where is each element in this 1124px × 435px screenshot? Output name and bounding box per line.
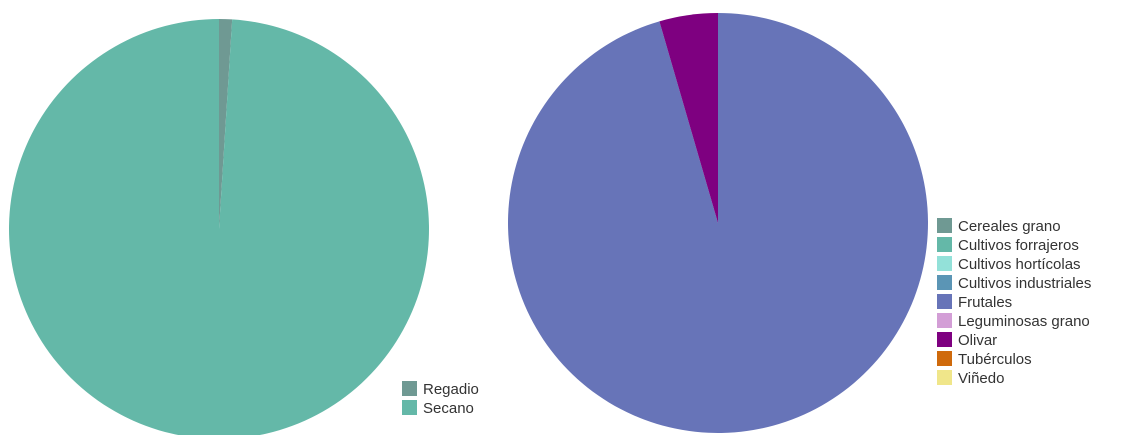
legend-swatch-secano [402,400,417,415]
legend-label-regadio[interactable]: Regadio [423,381,479,398]
pie-chart-irrigation [9,19,429,435]
legend-label-cultivos-forrajeros[interactable]: Cultivos forrajeros [958,237,1079,254]
legend-swatch-olivar [937,332,952,347]
legend-label-olivar[interactable]: Olivar [958,332,997,349]
legend-label-tuberculos[interactable]: Tubérculos [958,351,1032,368]
legend-swatch-cultivos-horticolas [937,256,952,271]
pie-slice-frutales[interactable] [508,13,928,434]
legend-label-cultivos-industriales[interactable]: Cultivos industriales [958,275,1091,292]
legend-swatch-tuberculos [937,351,952,366]
legend-crops: Cereales grano Cultivos forrajeros Cultivo… [937,218,1091,387]
legend-swatch-leguminosas-grano [937,313,952,328]
legend-swatch-frutales [937,294,952,309]
legend-irrigation: Regadio Secano [402,381,479,417]
legend-swatch-regadio [402,381,417,396]
pie-slice-secano[interactable] [9,19,429,435]
legend-swatch-cultivos-industriales [937,275,952,290]
legend-label-secano[interactable]: Secano [423,400,474,417]
legend-label-leguminosas-grano[interactable]: Leguminosas grano [958,313,1090,330]
legend-swatch-cultivos-forrajeros [937,237,952,252]
legend-swatch-vinedo [937,370,952,385]
pie-slice-regadio[interactable] [219,19,233,229]
pie-slice-olivar[interactable] [659,13,718,223]
legend-label-cultivos-horticolas[interactable]: Cultivos hortícolas [958,256,1081,273]
legend-swatch-cereales-grano [937,218,952,233]
legend-label-frutales[interactable]: Frutales [958,294,1012,311]
legend-label-cereales-grano[interactable]: Cereales grano [958,218,1061,235]
pie-chart-crops [508,13,928,434]
legend-label-vinedo[interactable]: Viñedo [958,370,1004,387]
